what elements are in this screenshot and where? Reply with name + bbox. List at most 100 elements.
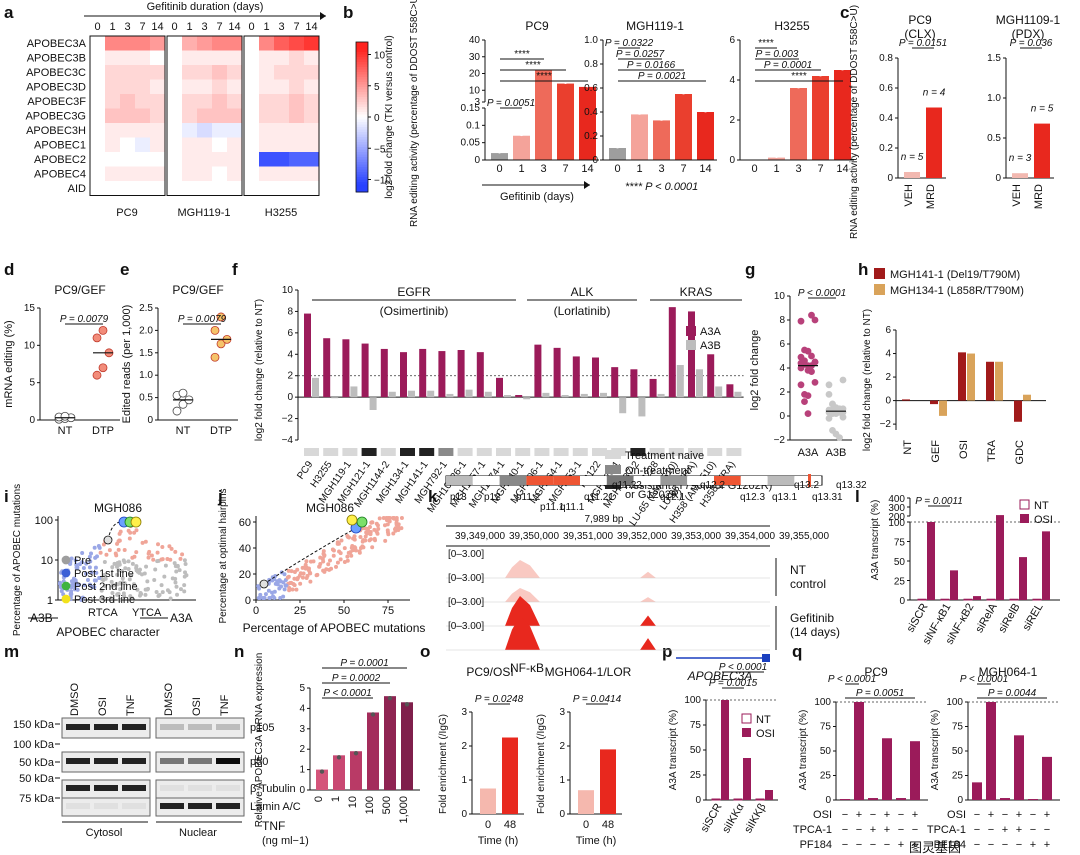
panel-c-y-tick-label: 0 <box>995 173 1001 184</box>
colorbar-segment <box>356 144 368 148</box>
panel-m-blot-strip <box>155 717 245 739</box>
panel-n-bar <box>367 712 379 790</box>
panel-o-ylabel: Fold enrichment (/IgG) <box>438 714 449 814</box>
heatmap-arrow-head <box>320 12 326 20</box>
panel-i-background-point <box>152 578 157 583</box>
panel-m-lane-label: DMSO <box>163 683 175 716</box>
panel-q-row-label: OSI <box>947 809 966 821</box>
panel-d-y-tick-label: 10 <box>24 340 36 351</box>
panel-f-bar-a3a <box>553 347 561 398</box>
heatmap-cell <box>259 152 274 167</box>
panel-j-background-point <box>282 587 287 592</box>
panel-i-background-point <box>59 589 64 594</box>
heatmap-cell <box>182 94 197 109</box>
panel-b-x-tick-label: 1 <box>518 163 524 175</box>
panel-g-data-point <box>804 347 812 355</box>
heatmap-row-label: APOBEC3H <box>26 125 86 137</box>
panel-p-x-tick-label: siIKKβ <box>742 802 768 836</box>
panel-q-condition-sign: + <box>912 809 918 821</box>
panel-i-background-point <box>177 568 182 573</box>
colorbar-tick-label: −10 <box>374 176 391 187</box>
heatmap-cell <box>150 137 165 152</box>
panel-m-blot-strip <box>61 797 151 817</box>
heatmap-cell <box>182 36 197 51</box>
panel-i-background-point <box>151 557 156 562</box>
colorbar-segment <box>356 89 368 93</box>
panel-j-background-point <box>331 553 336 558</box>
heatmap-cell <box>120 108 135 123</box>
heatmap-cell <box>244 65 259 80</box>
heatmap-col-tick: 1 <box>263 21 269 33</box>
panel-g-data-point <box>808 311 815 319</box>
heatmap-cell <box>212 79 227 94</box>
panel-i-background-point <box>110 590 115 595</box>
panel-b-sig-label: **** <box>525 60 541 71</box>
panel-h-y-tick-label: 4 <box>885 349 891 360</box>
panel-i-background-point <box>92 545 97 550</box>
panel-m-fraction-label: Cytosol <box>86 827 123 839</box>
panel-n-replicate <box>336 755 342 760</box>
panel-k-coverage-track <box>446 616 770 650</box>
panel-f-y-tick-label: −2 <box>282 414 294 425</box>
panel-q-condition-sign: − <box>842 809 848 821</box>
panel-j-background-point <box>334 564 339 569</box>
panel-k-band-label: p11.1 <box>540 502 565 513</box>
panel-j-background-point <box>370 545 375 550</box>
heatmap-cell <box>135 108 150 123</box>
panel-m-band <box>94 803 118 809</box>
heatmap-cell <box>212 108 227 123</box>
panel-g-data-point <box>825 390 833 398</box>
panel-q-condition-sign: − <box>1016 839 1022 851</box>
panel-h-ylabel: log2 fold change (relative to NT) <box>862 309 873 451</box>
panel-q-condition-sign: − <box>1002 839 1008 851</box>
panel-g-data-point <box>801 357 808 365</box>
panel-j-background-point <box>372 527 377 532</box>
panel-g-data-point <box>801 398 808 406</box>
panel-i-background-point <box>109 579 114 584</box>
panel-f-bar-a3b <box>676 365 684 398</box>
panel-h-x-tick-label: GEF <box>930 440 942 463</box>
heatmap-cell <box>212 36 227 51</box>
panel-q-condition-sign: + <box>1016 824 1022 836</box>
heatmap-cell <box>135 65 150 80</box>
panel-e-data-point <box>210 352 220 362</box>
panel-j-background-point <box>258 592 263 597</box>
panel-q-condition-sign: + <box>884 809 890 821</box>
panel-label-i: i <box>4 487 9 506</box>
panel-f-bar-a3a <box>304 313 311 398</box>
panel-b-x-tick-label: 1 <box>773 163 779 175</box>
panel-b-y-tick-label: 4 <box>729 75 735 86</box>
panel-f-bar-a3a <box>438 351 446 398</box>
panel-b-replicate <box>659 116 664 121</box>
colorbar-segment <box>356 67 368 70</box>
panel-c-title: PC9 <box>908 13 932 27</box>
panel-i-background-point <box>160 590 165 595</box>
heatmap-cell <box>167 94 182 109</box>
heatmap-cell <box>227 152 242 167</box>
panel-j-background-point <box>303 566 308 571</box>
panel-g-y-tick-label: −2 <box>774 435 786 446</box>
heatmap-cell <box>244 94 259 109</box>
heatmap-cell <box>244 137 259 152</box>
panel-i-background-point <box>69 579 74 584</box>
panel-i-background-point <box>116 568 121 573</box>
panel-j-background-point <box>317 564 322 569</box>
panel-i-background-point <box>118 580 123 585</box>
heatmap-cell <box>227 108 242 123</box>
heatmap-col-tick: 7 <box>293 21 299 33</box>
panel-i-background-point <box>139 572 144 577</box>
panel-k-coverage-track <box>446 596 770 626</box>
panel-p-y-tick-label: 25 <box>690 770 702 781</box>
panel-f-status-box <box>438 448 454 456</box>
panel-k-band <box>767 476 795 485</box>
heatmap-cell <box>135 36 150 51</box>
panel-q-bar <box>972 782 982 800</box>
heatmap-col-tick: 7 <box>216 21 222 33</box>
colorbar-segment <box>356 84 368 88</box>
panel-j-background-point <box>297 573 302 578</box>
panel-b-bar <box>768 157 785 160</box>
panel-i-background-point <box>100 596 105 601</box>
panel-g-y-tick-label: 10 <box>774 291 786 302</box>
panel-h-legend-swatch <box>874 268 885 279</box>
heatmap-cell <box>135 50 150 65</box>
